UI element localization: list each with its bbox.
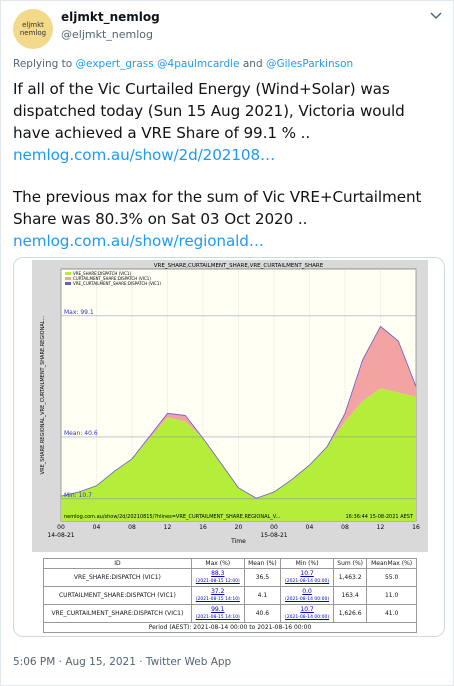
url-note: nemlog.com.au/show/2d/20210815/?hlines=V… — [64, 514, 281, 520]
mean-cell: 36.5 — [243, 568, 282, 587]
max-value[interactable]: 37.2 — [211, 588, 225, 595]
header-cell: ID — [43, 558, 192, 569]
max-cell: 88.3 (2021-08-15 12:00) — [190, 568, 245, 587]
x-tick-label: 16 — [412, 524, 420, 531]
x-tick-label: 08 — [341, 524, 349, 531]
x-tick-label: 00 — [270, 524, 278, 531]
table-row: VRE_CURTAILMENT_SHARE:DISPATCH (VIC1) 99.… — [43, 604, 417, 623]
link[interactable]: nemlog.com.au/show/2d/202108… — [13, 146, 276, 164]
reference-label: Min: 10.7 — [64, 492, 92, 499]
reference-label: Max: 99.1 — [64, 309, 94, 316]
max-time[interactable]: (2021-08-15 14:10) — [195, 597, 240, 602]
date-label: 15-08-21 — [260, 532, 287, 539]
max-value[interactable]: 99.1 — [211, 606, 225, 613]
reply-line: Replying to @expert_grass @4paulmcardle … — [13, 58, 353, 70]
table-row: CURTAILMENT_SHARE:DISPATCH (VIC1) 37.2 (20… — [43, 586, 417, 605]
reference-label: Mean: 40.6 — [64, 430, 98, 437]
table-row: VRE_SHARE:DISPATCH (VIC1) 88.3 (2021-08-15… — [43, 568, 417, 587]
legend-swatch — [65, 282, 71, 285]
legend-swatch — [65, 272, 71, 275]
meanmax-cell: 11.0 — [366, 586, 417, 605]
mention[interactable]: @expert_grass — [75, 58, 154, 70]
x-tick-label: 12 — [377, 524, 385, 531]
chart: VRE_SHARE,CURTAILMENT_SHARE,VRE_CURTAILM… — [32, 260, 428, 552]
mean-cell: 4.1 — [243, 586, 282, 605]
min-time[interactable]: (2021-08-14 00:00) — [285, 579, 330, 584]
legend-label: VRE_CURTAILMENT_SHARE:DISPATCH (VIC1) — [73, 281, 161, 286]
display-name[interactable]: eljmkt_nemlog — [61, 10, 160, 24]
id-cell: CURTAILMENT_SHARE:DISPATCH (VIC1) — [43, 586, 192, 605]
mean-cell: 40.6 — [243, 604, 282, 623]
max-time[interactable]: (2021-08-15 12:00) — [195, 579, 240, 584]
min-cell: 10.7 (2021-08-14 00:00) — [280, 568, 335, 587]
x-tick-label: 04 — [93, 524, 101, 531]
sum-cell: 163.4 — [333, 586, 368, 605]
tweet-text: Share was 80.3% on Sat 03 Oct 2020 .. — [13, 210, 308, 228]
tweet-text: dispatched today (Sun 15 Aug 2021), Vict… — [13, 102, 405, 120]
id-cell: VRE_CURTAILMENT_SHARE:DISPATCH (VIC1) — [43, 604, 192, 623]
date-label: 14-08-21 — [47, 532, 74, 539]
min-value[interactable]: 10.7 — [300, 606, 314, 613]
avatar[interactable]: eljmkt nemlog — [13, 9, 53, 49]
time-note: 16:36:44 15-08-2021 AEST — [346, 514, 414, 520]
sum-cell: 1,626.6 — [333, 604, 368, 623]
x-tick-label: 16 — [199, 524, 207, 531]
x-tick-label: 20 — [235, 524, 243, 531]
min-cell: 0.0 (2021-08-14 00:00) — [280, 586, 335, 605]
menu-chevron[interactable] — [429, 11, 443, 21]
tweet-text: If all of the Vic Curtailed Energy (Wind… — [13, 80, 390, 98]
min-value[interactable]: 10.7 — [300, 570, 314, 577]
and: and — [242, 58, 263, 70]
header-cell: Mean (%) — [243, 558, 282, 569]
min-time[interactable]: (2021-08-14 00:00) — [285, 615, 330, 620]
header-cell: Sum (%) — [333, 558, 368, 569]
meanmax-cell: 41.0 — [366, 604, 417, 623]
chart-title: VRE_SHARE,CURTAILMENT_SHARE,VRE_CURTAILM… — [154, 263, 324, 269]
link[interactable]: nemlog.com.au/show/regionald… — [13, 232, 264, 250]
max-time[interactable]: (2021-08-15 14:10) — [195, 615, 240, 620]
mention[interactable]: @GilesParkinson — [265, 58, 354, 70]
period-row: Period (AEST): 2021-08-14 00:00 to 2021-… — [43, 622, 417, 633]
reply-prefix: Replying to — [13, 58, 73, 70]
legend-label: CURTAILMENT_SHARE:DISPATCH (VIC1) — [73, 276, 151, 281]
handle[interactable]: @eljmkt_nemlog — [61, 28, 154, 41]
x-tick-label: 04 — [306, 524, 314, 531]
legend-label: VRE_SHARE:DISPATCH (VIC1) — [73, 271, 131, 276]
x-tick-label: 12 — [164, 524, 172, 531]
meanmax-cell: 55.0 — [366, 568, 417, 587]
vre-area — [61, 388, 416, 521]
max-cell: 99.1 (2021-08-15 14:10) — [190, 604, 245, 623]
max-cell: 37.2 (2021-08-15 14:10) — [190, 586, 245, 605]
legend-swatch — [65, 277, 71, 280]
min-cell: 10.7 (2021-08-14 00:00) — [280, 604, 335, 623]
tweet-text: have achieved a VRE Share of 99.1 % .. — [13, 124, 311, 142]
max-value[interactable]: 88.3 — [211, 570, 225, 577]
min-value[interactable]: 0.0 — [302, 588, 312, 595]
min-time[interactable]: (2021-08-14 00:00) — [285, 597, 330, 602]
header-cell: Max (%) — [190, 558, 245, 569]
x-tick-label: 00 — [57, 524, 65, 531]
period-cell: Period (AEST): 2021-08-14 00:00 to 2021-… — [43, 622, 417, 633]
x-axis-label: Time — [230, 538, 246, 545]
x-tick-label: 08 — [128, 524, 136, 531]
header-row: ID Max (%) Mean (%) Min (%) Sum (%) MeanMax (… — [43, 558, 417, 569]
id-cell: VRE_SHARE:DISPATCH (VIC1) — [43, 568, 192, 587]
tweet-text: The previous max for the sum of Vic VRE+… — [13, 188, 422, 206]
mention[interactable]: @4paulmcardle — [157, 58, 240, 70]
header-cell: MeanMax (%) — [366, 558, 417, 569]
curtailment-area — [61, 326, 416, 499]
y-axis-label: VRE_SHARE.REGIONAL_VRE_CURTAILMENT_SHARE… — [40, 315, 46, 474]
sum-cell: 1,463.2 — [333, 568, 368, 587]
stats-table: ID Max (%) Mean (%) Min (%) Sum (%) MeanMax (… — [43, 558, 417, 633]
total-outline — [60, 325, 417, 499]
header-cell: Min (%) — [280, 558, 335, 569]
timestamp[interactable]: 5:06 PM · Aug 15, 2021 · Twitter Web App — [13, 656, 232, 668]
